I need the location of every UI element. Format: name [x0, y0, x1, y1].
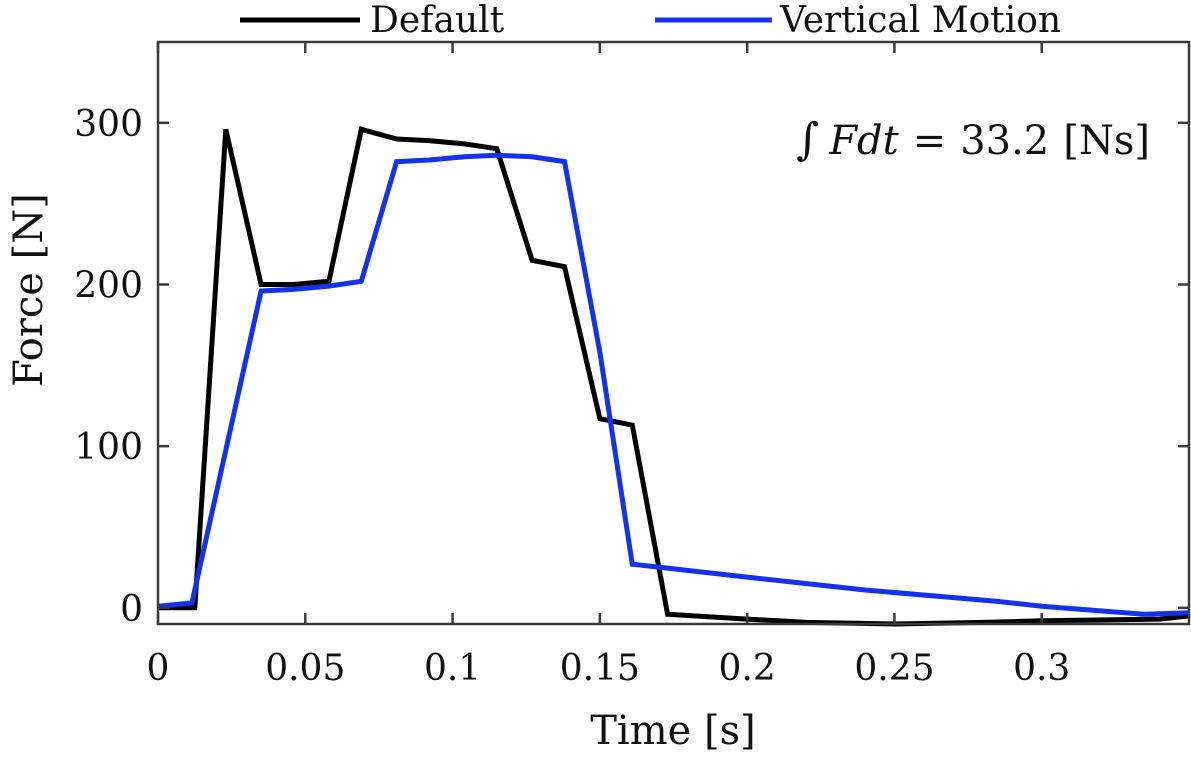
- series-line-vertical-motion: [157, 152, 1190, 617]
- axes-box: [156, 40, 1191, 626]
- legend: Default Vertical Motion: [240, 0, 1061, 41]
- impulse-unit: [Ns]: [1063, 118, 1150, 164]
- tick-labels: 0 0.05 0.1 0.15 0.2 0.25 0.3 0 100 200 300: [74, 104, 1070, 689]
- equals-sign: =: [913, 118, 947, 164]
- x-tick-label: 0.05: [265, 648, 345, 689]
- x-axis-label: Time [s]: [590, 708, 756, 754]
- x-tick-label: 0.25: [854, 648, 934, 689]
- y-tick-label: 0: [120, 589, 143, 630]
- impulse-annotation: ∫ Fdt = 33.2 [Ns]: [796, 114, 1150, 165]
- y-tick-label: 200: [74, 266, 143, 307]
- legend-label-vertical-motion: Vertical Motion: [779, 0, 1061, 41]
- y-axis-label: Force [N]: [6, 193, 52, 387]
- axis-ticks: [156, 42, 1189, 624]
- x-tick-label: 0: [147, 648, 170, 689]
- y-tick-label: 300: [74, 104, 143, 145]
- plot-area: [157, 126, 1190, 627]
- x-tick-label: 0.1: [424, 648, 481, 689]
- impulse-value: 33.2: [960, 118, 1049, 164]
- integral-sign: ∫: [796, 114, 819, 165]
- integrand-text: Fdt: [828, 118, 899, 164]
- legend-label-default: Default: [370, 0, 505, 41]
- series-line-default: [158, 126, 1190, 627]
- x-tick-label: 0.15: [560, 648, 640, 689]
- x-tick-label: 0.2: [719, 648, 776, 689]
- y-tick-label: 100: [74, 427, 143, 468]
- x-tick-label: 0.3: [1013, 648, 1070, 689]
